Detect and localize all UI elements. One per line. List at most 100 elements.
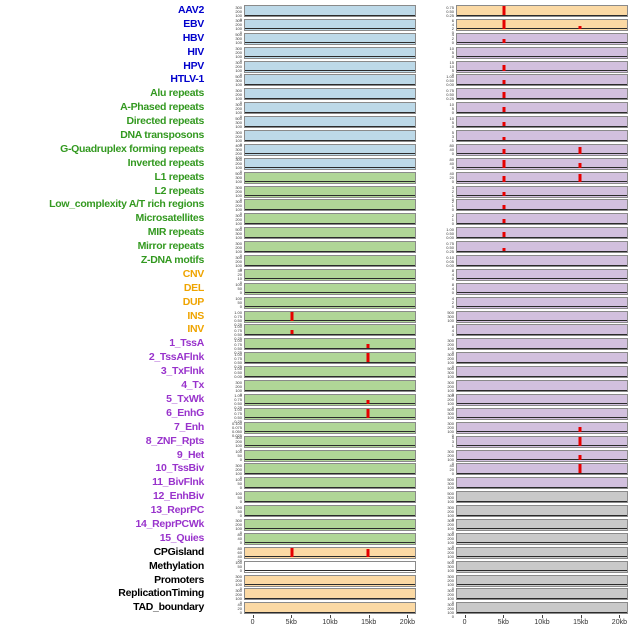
baseline-trace: [245, 167, 415, 169]
signal-spike: [502, 191, 506, 196]
y-tick-label: 100: [447, 609, 454, 615]
signal-spike: [502, 204, 506, 210]
profile-panel-right: [456, 449, 628, 462]
profile-panel-right: [456, 268, 628, 281]
signal-spike: [366, 399, 370, 404]
signal-spike: [578, 464, 582, 474]
feature-row: Inverted repeats 300 200 100 0 80 40 0: [2, 157, 630, 174]
y-tick-label: 40: [449, 161, 454, 167]
y-tick-label: 0: [451, 197, 454, 203]
feature-row: Microsatellites 300 200 100 0 2 1 0: [2, 212, 630, 229]
y-tick-label: 0: [239, 498, 242, 504]
y-tick-label: 0: [239, 210, 242, 216]
baseline-trace: [245, 597, 415, 599]
signal-spike: [502, 6, 506, 15]
profile-panel-right: [456, 18, 628, 31]
baseline-trace: [457, 236, 627, 238]
baseline-trace: [457, 278, 627, 280]
profile-panel-right: [456, 338, 628, 351]
row-label: HTLV-1: [170, 73, 204, 86]
feature-row: Low_complexity A/T rich regions 300 200 100…: [2, 198, 630, 215]
baseline-trace: [245, 97, 415, 99]
profile-panel-left: [244, 32, 416, 45]
feature-row: A-Phased repeats 300 200 100 0 10 5 0: [2, 101, 630, 118]
y-tick-label: 0.25: [234, 419, 242, 425]
y-tick-label: 0: [239, 113, 242, 119]
y-tick-label: 8: [451, 282, 454, 288]
baseline-trace: [245, 56, 415, 58]
y-axis-ticks-left: 400 300 200 100: [208, 143, 244, 160]
x-tick-mark: [580, 615, 582, 618]
y-tick-label: 200: [447, 536, 454, 542]
y-tick-label: 100: [235, 193, 242, 199]
y-axis-ticks-left: 500 300 100: [208, 226, 244, 240]
baseline-trace: [457, 181, 627, 183]
baseline-trace: [457, 417, 627, 419]
row-label: 1_TssA: [169, 337, 204, 350]
y-tick-label: 200: [447, 397, 454, 403]
y-tick-label: 1.00: [234, 393, 242, 399]
baseline-trace: [457, 250, 627, 252]
y-tick-label: 0: [451, 304, 454, 310]
profile-panel-right: [456, 213, 628, 226]
y-tick-label: 300: [235, 60, 242, 66]
y-tick-label: 0: [239, 540, 242, 546]
y-tick-label: 0: [451, 206, 454, 212]
y-tick-label: 200: [447, 605, 454, 611]
profile-panel-left: [244, 518, 416, 531]
y-tick-label: 200: [235, 578, 242, 584]
y-tick-label: 20: [237, 558, 242, 564]
row-label: Z-DNA motifs: [140, 254, 204, 267]
row-label: 8_ZNF_Rpts: [145, 434, 205, 447]
y-tick-label: 0: [239, 457, 242, 462]
baseline-trace: [245, 472, 415, 474]
profile-panel-left: [244, 324, 416, 337]
row-label: 4_Tx: [181, 379, 204, 392]
y-tick-label: 200: [447, 550, 454, 556]
y-tick-label: 0.050: [231, 429, 242, 435]
profile-panel-right: [456, 505, 628, 518]
column-gap: [416, 60, 442, 74]
y-axis-ticks-right: 1.00 0.50 0.00: [442, 73, 456, 87]
profile-panel-right: [456, 310, 628, 323]
feature-row: 5_TxWk 1.00 0.75 0.50 0.25 300 200 100 0: [2, 393, 630, 411]
y-tick-label: 0.75: [234, 327, 242, 333]
y-tick-label: 200: [447, 383, 454, 389]
baseline-trace: [245, 500, 415, 502]
y-tick-label: 8: [451, 323, 454, 329]
baseline-trace: [245, 403, 415, 405]
column-gap: [416, 532, 442, 546]
y-tick-label: 0.75: [446, 87, 454, 93]
baseline-trace: [457, 292, 627, 294]
y-tick-label: 300: [235, 435, 242, 441]
baseline-trace: [457, 486, 627, 488]
y-tick-label: 80: [449, 143, 454, 149]
y-axis-ticks-left: 500 300 100: [208, 32, 244, 46]
y-tick-label: 300: [235, 129, 242, 135]
feature-row: ReplicationTiming 300 200 100 0 300 200 100 0: [2, 587, 630, 604]
column-gap: [416, 4, 442, 18]
y-tick-label: 60: [237, 550, 242, 556]
y-tick-label: 4: [451, 286, 454, 292]
row-label: G-Quadruplex forming repeats: [60, 142, 204, 155]
signal-spike: [290, 311, 294, 321]
feature-row: HIV 300 200 100 0 10 5 0: [2, 46, 630, 63]
feature-row: CNV 30 20 10 0 8 4 0: [2, 268, 630, 285]
baseline-trace: [457, 597, 627, 599]
profile-panel-left: [244, 116, 416, 129]
profile-panel-left: [244, 227, 416, 240]
profile-panel-left: [244, 74, 416, 87]
y-tick-label: 500: [235, 73, 242, 79]
y-tick-label: 0: [451, 613, 454, 619]
y-tick-label: 0: [451, 461, 454, 466]
y-tick-label: 0.25: [234, 405, 242, 411]
profile-panel-right: [456, 366, 628, 379]
y-tick-label: 0: [451, 276, 454, 282]
y-tick-label: 20: [449, 466, 454, 472]
y-tick-label: 100: [447, 484, 454, 490]
x-tick-mark: [503, 615, 505, 618]
profile-panel-left: [244, 338, 416, 351]
profile-panel-left: [244, 532, 416, 545]
profile-panel-right: [456, 255, 628, 268]
column-gap: [416, 435, 442, 449]
